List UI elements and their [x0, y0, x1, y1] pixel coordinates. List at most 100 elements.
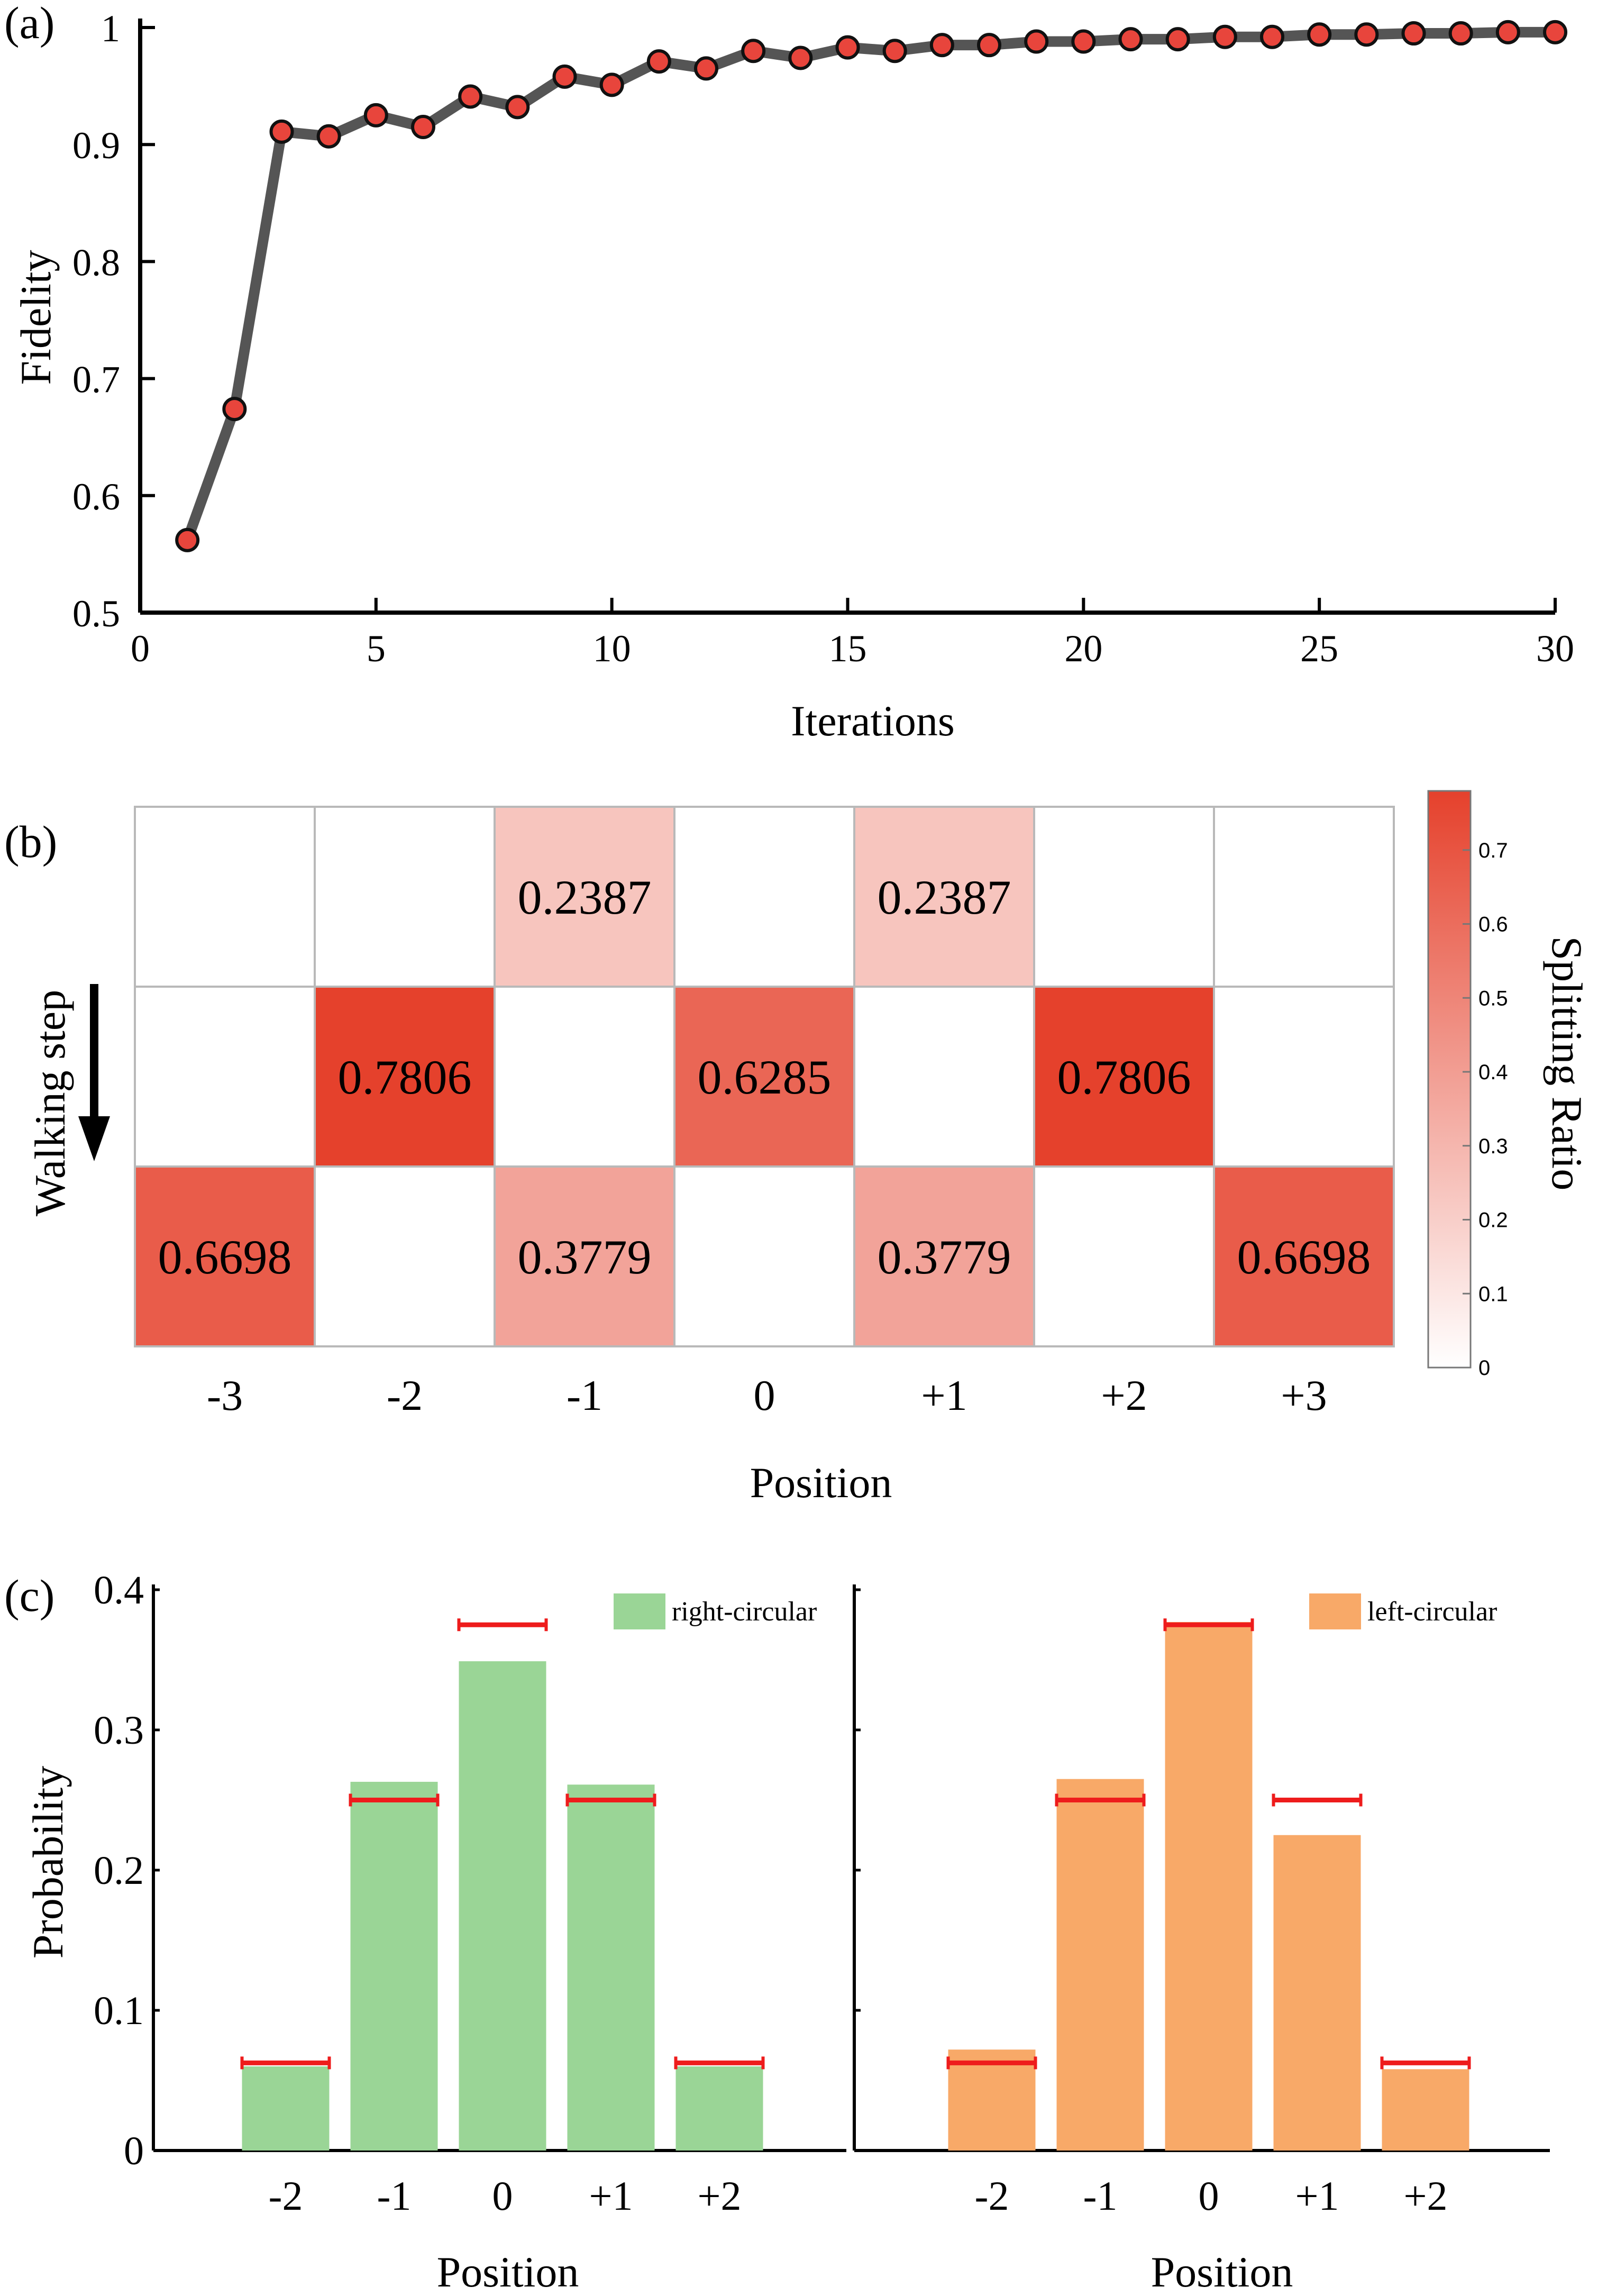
heatmap-cell-value: 0.6698 — [158, 1230, 292, 1284]
data-point — [1260, 24, 1284, 49]
colorbar-tick-label: 0.3 — [1478, 1135, 1508, 1158]
panel-c-bar-charts: (c) -2 -1 0 +1 +2 right-circular -2 -1 0 +1 +2 lef… — [4, 1568, 1550, 2296]
legend-label: right-circular — [672, 1597, 817, 1627]
panel-c-y-axis-label: Probability — [24, 1766, 72, 1958]
y-tick-label: 0.6 — [72, 476, 120, 518]
panel-b-heatmap: (b) 0.2387 0.2387 0.7806 0.6285 0.7806 0.6698… — [4, 790, 1591, 1507]
heatmap-cell — [134, 1165, 316, 1347]
x-tick-label: 10 — [593, 627, 631, 670]
x-tick-label: 15 — [829, 627, 867, 670]
heatmap-cell-value: 0.6698 — [1237, 1230, 1371, 1284]
legend-swatch — [614, 1593, 665, 1629]
heatmap-cell — [1033, 806, 1215, 988]
x-tick-label: 0 — [492, 2173, 513, 2219]
heatmap-column-label: +3 — [1281, 1371, 1327, 1419]
panel-a-label: (a) — [4, 0, 54, 48]
legend-swatch — [1309, 1593, 1361, 1629]
y-tick-label: 1 — [101, 7, 120, 50]
heatmap-column-label: 0 — [754, 1371, 775, 1419]
x-tick-label: -1 — [377, 2173, 412, 2219]
heatmap-column-label: +2 — [1101, 1371, 1147, 1419]
heatmap-cell — [314, 1165, 496, 1347]
y-tick-label: 0.2 — [94, 1848, 144, 1893]
x-tick-label: +2 — [698, 2173, 742, 2219]
data-point — [788, 45, 813, 70]
bar — [242, 2066, 330, 2151]
heatmap-cell-value: 0.3779 — [878, 1230, 1011, 1284]
heatmap-cell-value: 0.7806 — [338, 1050, 472, 1104]
heatmap-cell — [853, 986, 1035, 1168]
x-tick-label: +2 — [1404, 2173, 1448, 2219]
bar — [1056, 1779, 1144, 2151]
x-tick-label: 0 — [131, 627, 150, 670]
x-tick-label: -1 — [1083, 2173, 1118, 2219]
heatmap-column-label: -2 — [387, 1371, 423, 1419]
heatmap-cell — [1033, 1165, 1215, 1347]
y-tick-label: 0.5 — [72, 593, 120, 635]
data-point — [269, 119, 294, 144]
panel-c-right-x-axis-label: Position — [1151, 2248, 1293, 2296]
heatmap-column-label: -1 — [567, 1371, 602, 1419]
colorbar-tick-label: 0.2 — [1478, 1209, 1508, 1232]
heatmap-cell — [494, 1165, 675, 1347]
y-tick-label: 0.3 — [94, 1708, 144, 1753]
data-point — [175, 527, 200, 552]
heatmap-cell — [673, 1165, 855, 1347]
x-tick-label: +1 — [589, 2173, 633, 2219]
data-point — [1165, 27, 1190, 52]
data-point — [599, 72, 624, 97]
data-point — [646, 49, 671, 74]
y-tick-label: 0.7 — [72, 359, 120, 401]
data-point — [1448, 21, 1473, 46]
heatmap-cell — [673, 986, 855, 1168]
panel-a-y-axis-label: Fidelity — [12, 250, 60, 385]
data-point — [552, 64, 577, 89]
y-tick-label: 0 — [124, 2129, 144, 2173]
colorbar-tick-label: 0.5 — [1478, 987, 1508, 1010]
x-tick-label: 30 — [1536, 627, 1574, 670]
bar — [350, 1782, 438, 2151]
data-point — [505, 95, 530, 120]
heatmap-column-label: -3 — [207, 1371, 243, 1419]
panel-b-label: (b) — [4, 816, 57, 867]
heatmap-cell-value: 0.3779 — [518, 1230, 652, 1284]
panel-b-x-axis-label: Position — [750, 1459, 892, 1507]
data-point — [316, 124, 341, 149]
data-point — [1071, 29, 1096, 54]
panel-a-series-line — [182, 26, 1560, 545]
panel-a-x-axis-label: Iterations — [791, 697, 955, 745]
heatmap-cell — [314, 806, 496, 988]
heatmap-cell — [853, 1165, 1035, 1347]
data-point — [1307, 22, 1332, 47]
bar — [948, 2049, 1036, 2151]
data-point — [363, 103, 388, 127]
data-point — [741, 39, 766, 63]
heatmap-cell-value: 0.6285 — [698, 1050, 832, 1104]
panel-c-label: (c) — [4, 1570, 54, 1621]
x-tick-label: 20 — [1064, 627, 1102, 670]
data-point — [1024, 29, 1049, 54]
data-point — [1401, 21, 1426, 46]
panel-a-line-chart: (a) 0 5 10 15 20 25 30 0.5 0.6 0.7 0.8 0.9 1 Iterat… — [4, 0, 1574, 745]
heatmap-cell — [1213, 806, 1395, 988]
y-tick-label: 0.1 — [94, 1989, 144, 2033]
legend-label: left-circular — [1367, 1597, 1497, 1627]
heatmap-cell — [673, 806, 855, 988]
x-tick-label: -2 — [269, 2173, 303, 2219]
colorbar-tick-label: 0.4 — [1478, 1061, 1508, 1084]
bar — [675, 2066, 763, 2151]
colorbar-tick-label: 0.6 — [1478, 913, 1508, 936]
data-point — [1543, 20, 1567, 44]
data-point — [458, 84, 483, 109]
data-point — [411, 115, 435, 140]
data-point — [977, 33, 1001, 58]
heatmap-cell-value: 0.2387 — [518, 870, 652, 924]
panel-c-left-circular-subplot: -2 -1 0 +1 +2 left-circular — [853, 1584, 1550, 2219]
x-tick-label: 25 — [1300, 627, 1338, 670]
y-tick-label: 0.8 — [72, 241, 120, 284]
heatmap-column-label: +1 — [921, 1371, 967, 1419]
data-point — [1118, 27, 1143, 52]
data-point — [1212, 24, 1237, 49]
heatmap-cell — [1213, 986, 1395, 1168]
heatmap-cell — [494, 806, 675, 988]
